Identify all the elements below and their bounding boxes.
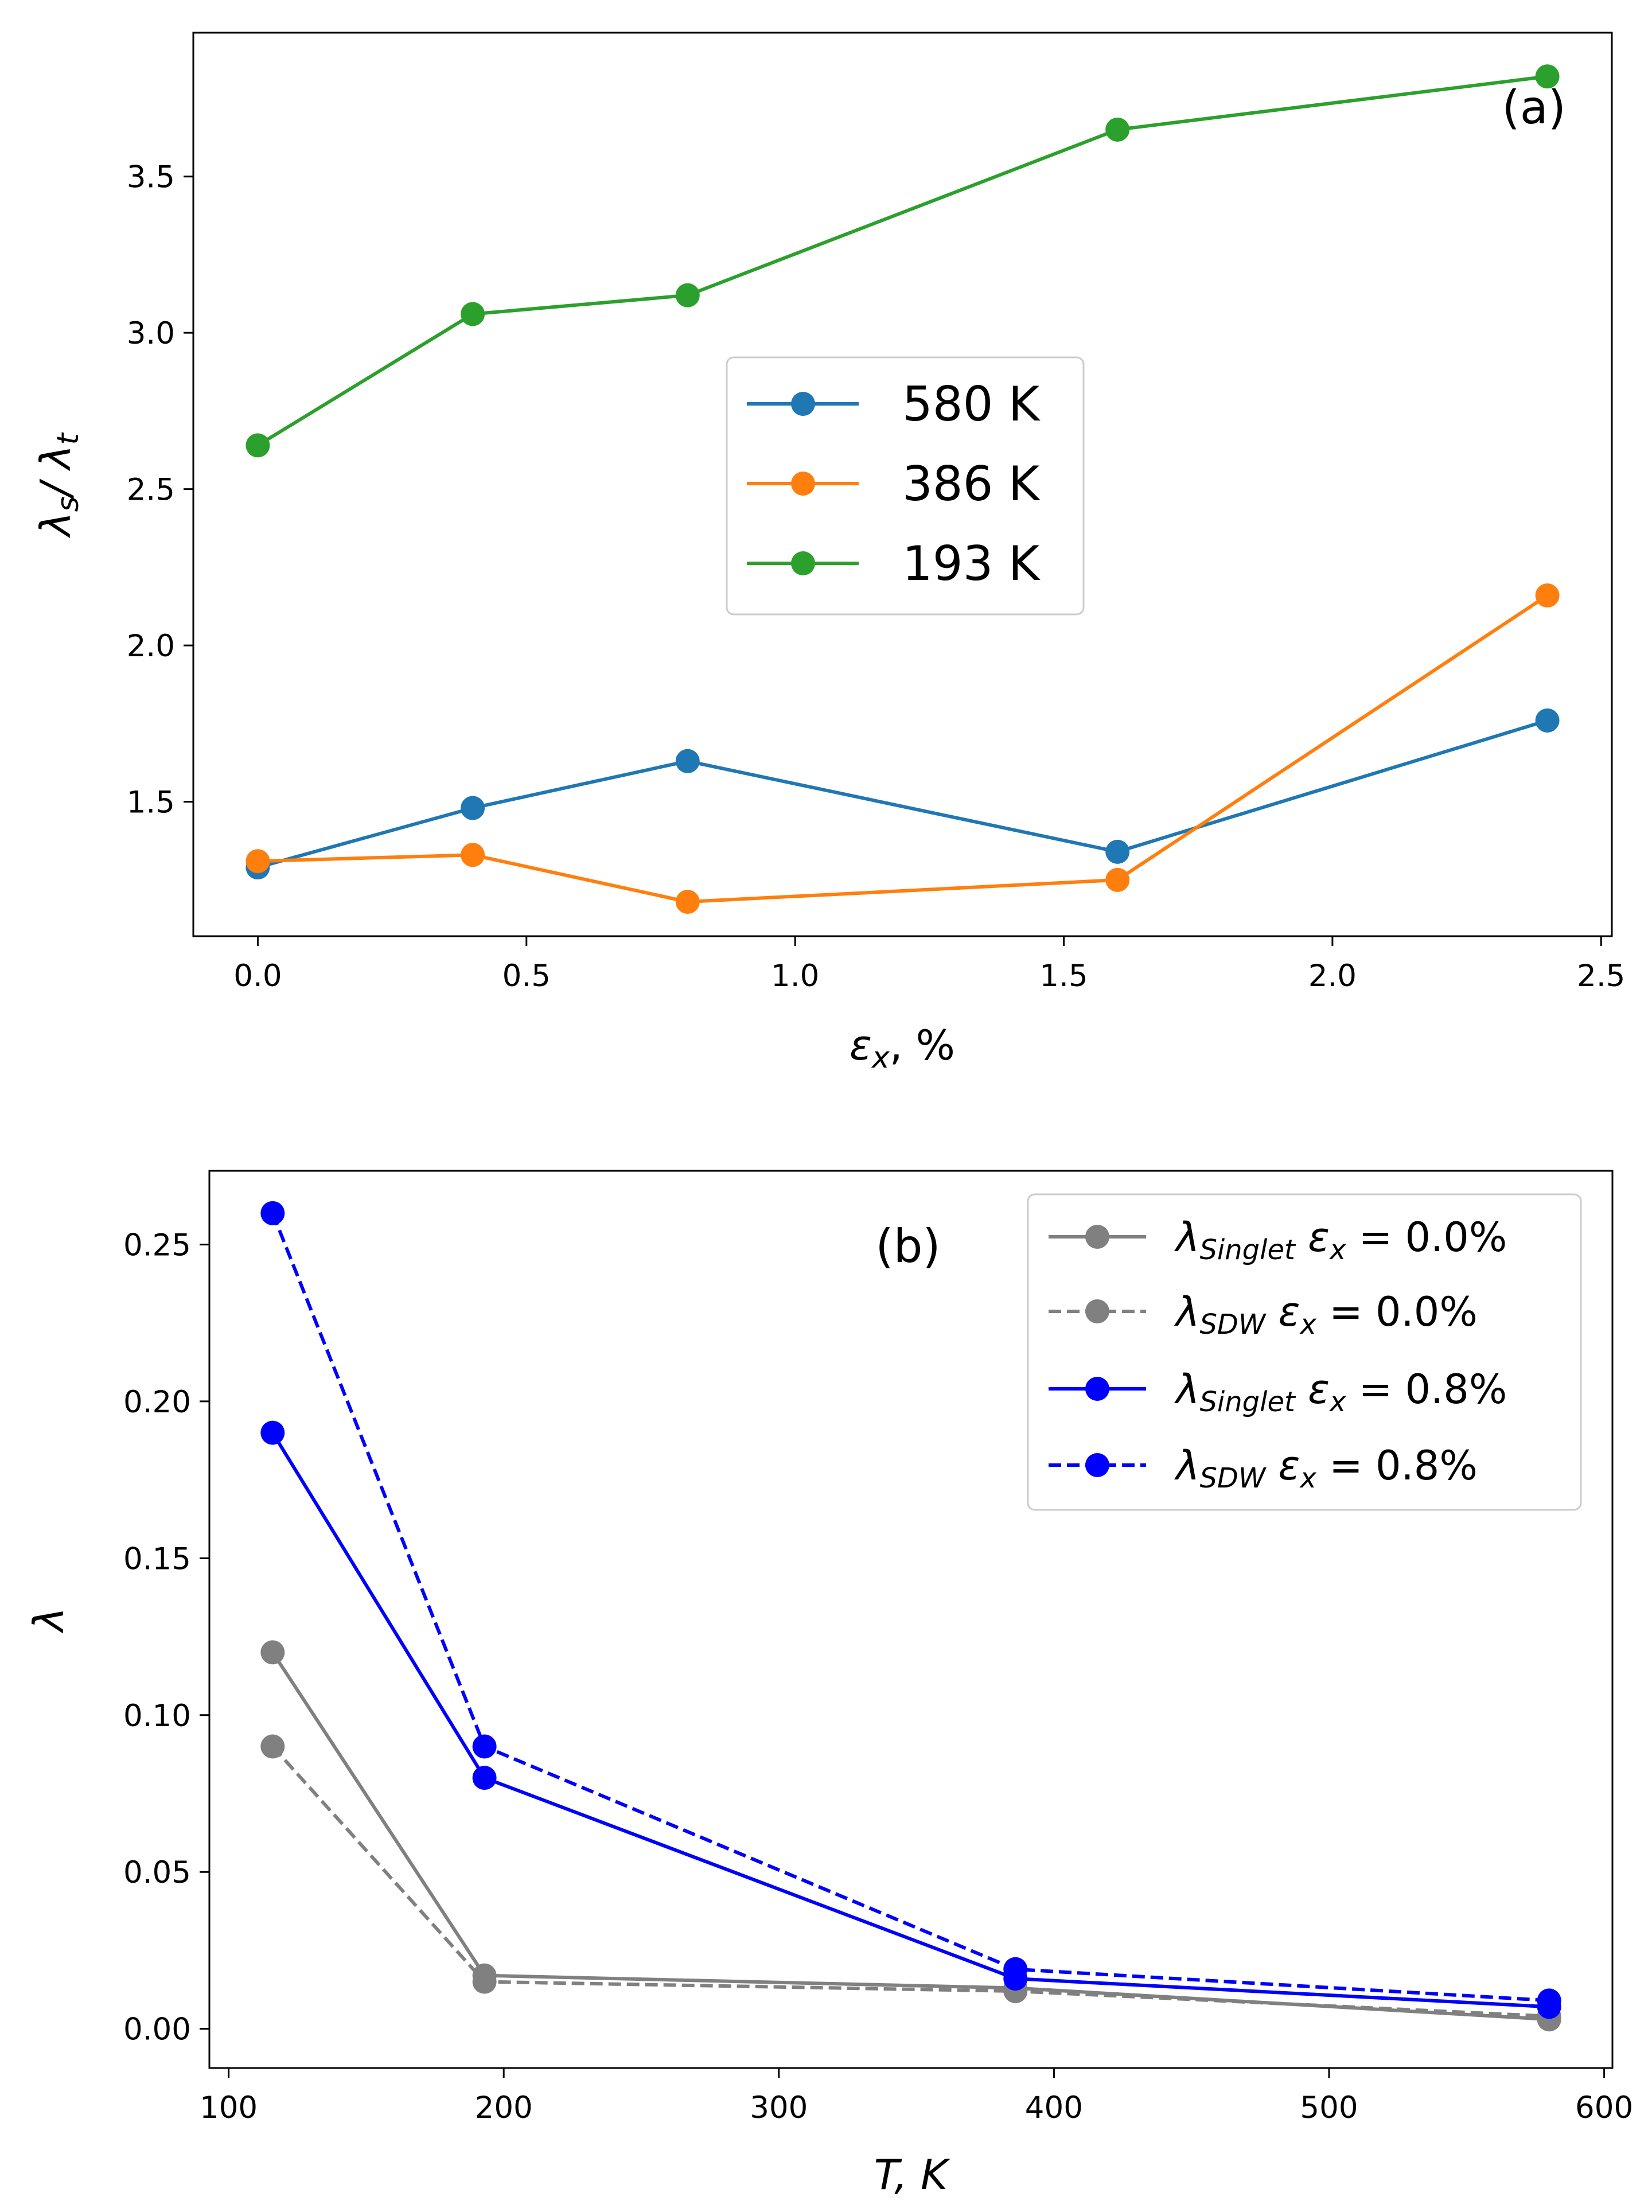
panel-a-data-point	[461, 796, 485, 820]
legend-b-label-singlet-08: λSinglet εx = 0.8%	[1174, 1366, 1507, 1418]
panel-a-data-point	[461, 843, 485, 867]
panel-b-data-point	[1003, 1957, 1028, 1981]
panel-b-legend-box	[1027, 1193, 1582, 1511]
panel-b-data-point	[260, 1201, 285, 1225]
legend-a-marker-386k	[791, 472, 815, 496]
legend-a-label-193k: 193 K	[902, 536, 1041, 591]
panel-a-series	[246, 64, 1560, 914]
panel-a-data-point	[1105, 117, 1130, 142]
panel-b-series-line-2	[271, 1432, 1549, 2009]
legend-b-label-singlet-0: λSinglet εx = 0.0%	[1174, 1214, 1507, 1266]
panel-b-series	[260, 1201, 1561, 2032]
panel-b-x-tick-label: 600	[1575, 2090, 1633, 2125]
panel-a-data-point	[1105, 867, 1130, 892]
panel-b: 100 200 300 400 500 600 0.000.050.100.150.200…	[25, 1170, 1633, 2199]
legend-a-marker-580k	[791, 392, 815, 416]
panel-a-x-tick-label: 1.0	[771, 959, 819, 994]
panel-a-x-axis-label: εx, %	[850, 1021, 955, 1075]
panel-a-legend: 580 K 386 K 193 K	[726, 356, 1085, 616]
panel-a-data-point	[675, 283, 700, 307]
panel-b-x-tick-label: 400	[1025, 2090, 1083, 2125]
panel-a: 0.0 0.5 1.0 1.5 2.0 2.5 1.5 2.0 2.5 3.0 3.5 (a) ε…	[32, 32, 1625, 1075]
legend-b-label-sdw-08: λSDW εx = 0.8%	[1174, 1442, 1478, 1494]
panel-b-y-tick-label: 0.15	[123, 1541, 191, 1576]
panel-b-y-tick-label: 0.10	[123, 1699, 191, 1734]
panel-b-data-point	[260, 1640, 285, 1665]
panel-a-y-tick-label: 2.5	[127, 473, 175, 508]
legend-a-label-580k: 580 K	[902, 376, 1041, 432]
panel-a-y-axis-label: λs/ λt	[32, 432, 85, 538]
panel-b-label: (b)	[875, 1220, 940, 1273]
legend-b-marker-singlet-0	[1085, 1225, 1109, 1249]
panel-a-x-tick-label: 2.5	[1577, 959, 1625, 994]
panel-a-x-axis: 0.0 0.5 1.0 1.5 2.0 2.5	[233, 936, 1625, 994]
panel-a-x-tick-label: 0.5	[502, 959, 551, 994]
panel-b-series-line-1	[271, 1745, 1549, 2018]
panel-b-y-tick-label: 0.05	[123, 1855, 191, 1890]
panel-a-data-point	[246, 433, 270, 458]
legend-b-marker-sdw-0	[1085, 1299, 1109, 1323]
panel-b-series-line-0	[271, 1651, 1549, 2022]
panel-b-data-point	[472, 1766, 497, 1790]
panel-a-y-tick-label: 2.0	[127, 629, 175, 664]
panel-b-y-tick-label: 0.25	[123, 1228, 191, 1263]
panel-b-x-tick-label: 300	[750, 2090, 808, 2125]
panel-a-data-point	[246, 849, 270, 874]
panel-a-y-tick-label: 3.5	[127, 160, 175, 195]
panel-b-x-tick-label: 500	[1300, 2090, 1358, 2125]
panel-a-data-point	[1535, 64, 1560, 89]
panel-a-x-tick-label: 0.0	[233, 959, 282, 994]
legend-b-label-sdw-0: λSDW εx = 0.0%	[1174, 1288, 1478, 1341]
panel-a-data-point	[1105, 839, 1130, 864]
legend-a-label-386k: 386 K	[902, 456, 1041, 512]
panel-b-y-tick-label: 0.20	[123, 1385, 191, 1420]
panel-b-data-point	[472, 1969, 497, 1994]
panel-b-legend: λSinglet εx = 0.0% λSDW εx = 0.0% λSingl…	[1027, 1193, 1582, 1511]
panel-a-y-tick-label: 3.0	[127, 316, 175, 351]
panel-a-data-point	[1535, 583, 1560, 607]
panel-a-y-axis: 1.5 2.0 2.5 3.0 3.5	[127, 160, 193, 820]
panel-b-plot-frame	[208, 1170, 1614, 2069]
panel-b-x-axis-label: T, K	[874, 2151, 950, 2199]
panel-b-x-tick-label: 200	[475, 2090, 533, 2125]
panel-a-legend-box	[726, 356, 1085, 616]
panel-a-data-point	[675, 749, 700, 773]
panel-b-x-tick-label: 100	[200, 2090, 258, 2125]
panel-a-data-point	[1535, 708, 1560, 733]
panel-a-label: (a)	[1502, 81, 1566, 134]
panel-b-series-line-3	[271, 1212, 1549, 2003]
panel-a-y-tick-label: 1.5	[127, 785, 175, 820]
panel-b-x-axis: 100 200 300 400 500 600	[200, 2068, 1633, 2125]
panel-b-data-point	[260, 1420, 285, 1445]
legend-b-marker-singlet-08	[1085, 1377, 1109, 1401]
panel-a-x-tick-label: 1.5	[1039, 959, 1088, 994]
panel-a-plot-frame	[192, 32, 1613, 937]
panel-a-data-point	[461, 302, 485, 326]
panel-b-y-axis: 0.00 0.05 0.10 0.15 0.20 0.25	[123, 1228, 209, 2047]
panel-b-data-point	[472, 1734, 497, 1759]
panel-a-x-tick-label: 2.0	[1308, 959, 1357, 994]
panel-b-data-point	[1537, 1988, 1561, 2013]
panel-b-data-point	[260, 1734, 285, 1759]
legend-b-marker-sdw-08	[1085, 1453, 1109, 1477]
panel-a-data-point	[675, 890, 700, 914]
panel-b-y-axis-label: λ	[25, 1607, 73, 1634]
panel-b-y-tick-label: 0.00	[123, 2012, 191, 2047]
legend-a-marker-193k	[791, 551, 815, 575]
